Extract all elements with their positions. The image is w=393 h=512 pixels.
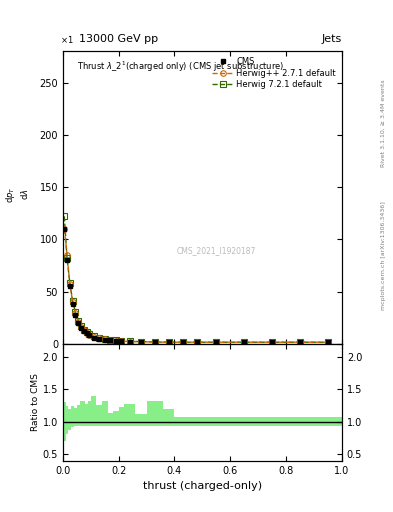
Herwig++ 2.7.1 default	[326, 339, 331, 345]
CMS	[152, 339, 157, 345]
CMS	[70, 301, 75, 307]
CMS	[87, 332, 92, 338]
CMS	[114, 337, 118, 344]
CMS	[167, 339, 171, 345]
Herwig 7.2.1 default	[270, 339, 275, 345]
Herwig++ 2.7.1 default	[62, 226, 67, 232]
CMS	[81, 328, 86, 334]
Herwig++ 2.7.1 default	[242, 339, 247, 345]
Herwig 7.2.1 default	[298, 339, 303, 345]
CMS	[102, 336, 107, 343]
CMS	[298, 339, 303, 345]
Herwig++ 2.7.1 default	[102, 336, 107, 343]
CMS	[73, 311, 78, 317]
Herwig++ 2.7.1 default	[270, 339, 275, 345]
CMS	[270, 339, 275, 345]
CMS	[68, 283, 72, 289]
Herwig++ 2.7.1 default	[139, 338, 143, 345]
Herwig 7.2.1 default	[87, 331, 92, 337]
CMS	[127, 338, 132, 345]
Herwig++ 2.7.1 default	[76, 319, 81, 325]
Herwig 7.2.1 default	[167, 339, 171, 345]
Herwig 7.2.1 default	[114, 337, 118, 344]
CMS	[326, 339, 331, 345]
Herwig++ 2.7.1 default	[65, 252, 70, 258]
X-axis label: thrust (charged-only): thrust (charged-only)	[143, 481, 262, 491]
Herwig 7.2.1 default	[180, 339, 185, 345]
CMS	[242, 339, 247, 345]
Herwig++ 2.7.1 default	[108, 337, 113, 343]
Herwig++ 2.7.1 default	[180, 339, 185, 345]
Herwig 7.2.1 default	[108, 337, 113, 343]
CMS	[180, 339, 185, 345]
Herwig++ 2.7.1 default	[73, 310, 78, 316]
Herwig++ 2.7.1 default	[127, 338, 132, 345]
Herwig 7.2.1 default	[79, 323, 83, 329]
Herwig++ 2.7.1 default	[87, 332, 92, 338]
Text: Rivet 3.1.10, ≥ 3.4M events: Rivet 3.1.10, ≥ 3.4M events	[381, 79, 386, 167]
Y-axis label: Ratio to CMS: Ratio to CMS	[31, 373, 40, 431]
CMS	[91, 334, 96, 340]
Herwig 7.2.1 default	[102, 336, 107, 342]
CMS	[62, 226, 67, 232]
Herwig++ 2.7.1 default	[81, 327, 86, 333]
Herwig 7.2.1 default	[62, 213, 67, 219]
Legend: CMS, Herwig++ 2.7.1 default, Herwig 7.2.1 default: CMS, Herwig++ 2.7.1 default, Herwig 7.2.…	[211, 55, 338, 91]
Herwig 7.2.1 default	[73, 309, 78, 315]
CMS	[97, 335, 101, 342]
Line: CMS: CMS	[62, 226, 331, 345]
Herwig 7.2.1 default	[91, 333, 96, 339]
Herwig++ 2.7.1 default	[152, 339, 157, 345]
Herwig 7.2.1 default	[119, 338, 124, 344]
Herwig 7.2.1 default	[97, 335, 101, 341]
CMS	[76, 320, 81, 326]
Herwig++ 2.7.1 default	[114, 337, 118, 344]
Herwig 7.2.1 default	[214, 339, 219, 345]
Herwig++ 2.7.1 default	[298, 339, 303, 345]
Herwig++ 2.7.1 default	[119, 338, 124, 344]
CMS	[214, 339, 219, 345]
Herwig++ 2.7.1 default	[214, 339, 219, 345]
Herwig++ 2.7.1 default	[167, 339, 171, 345]
Line: Herwig 7.2.1 default: Herwig 7.2.1 default	[61, 214, 331, 345]
Herwig++ 2.7.1 default	[79, 324, 83, 330]
Herwig++ 2.7.1 default	[84, 330, 89, 336]
Text: 13000 GeV pp: 13000 GeV pp	[79, 33, 158, 44]
Text: Thrust $\lambda\_2^1$(charged only) (CMS jet substructure): Thrust $\lambda\_2^1$(charged only) (CMS…	[77, 60, 284, 74]
CMS	[195, 339, 199, 345]
Herwig 7.2.1 default	[195, 339, 199, 345]
Herwig 7.2.1 default	[76, 318, 81, 324]
Herwig 7.2.1 default	[326, 339, 331, 345]
Herwig 7.2.1 default	[65, 255, 70, 261]
Herwig++ 2.7.1 default	[68, 281, 72, 287]
Herwig++ 2.7.1 default	[195, 339, 199, 345]
Herwig++ 2.7.1 default	[97, 335, 101, 342]
Text: $\frac{1}{\mathrm{d}N}$ /
$\mathrm{d}p_T$
$\mathrm{d}\lambda$: $\frac{1}{\mathrm{d}N}$ / $\mathrm{d}p_T…	[0, 186, 30, 203]
Herwig 7.2.1 default	[152, 339, 157, 345]
CMS	[108, 337, 113, 343]
Text: $\times$1: $\times$1	[60, 34, 73, 46]
CMS	[65, 257, 70, 263]
Text: mcplots.cern.ch [arXiv:1306.3436]: mcplots.cern.ch [arXiv:1306.3436]	[381, 202, 386, 310]
Herwig 7.2.1 default	[68, 280, 72, 286]
Herwig++ 2.7.1 default	[91, 334, 96, 340]
Herwig++ 2.7.1 default	[70, 299, 75, 305]
Herwig 7.2.1 default	[139, 338, 143, 345]
Text: Jets: Jets	[321, 33, 342, 44]
CMS	[139, 338, 143, 345]
Herwig 7.2.1 default	[84, 329, 89, 335]
Line: Herwig++ 2.7.1 default: Herwig++ 2.7.1 default	[61, 226, 331, 345]
Herwig 7.2.1 default	[70, 298, 75, 304]
Herwig 7.2.1 default	[81, 327, 86, 333]
CMS	[84, 330, 89, 336]
CMS	[119, 338, 124, 344]
CMS	[79, 325, 83, 331]
Herwig 7.2.1 default	[127, 338, 132, 345]
Herwig 7.2.1 default	[242, 339, 247, 345]
Text: CMS_2021_I1920187: CMS_2021_I1920187	[177, 246, 256, 254]
